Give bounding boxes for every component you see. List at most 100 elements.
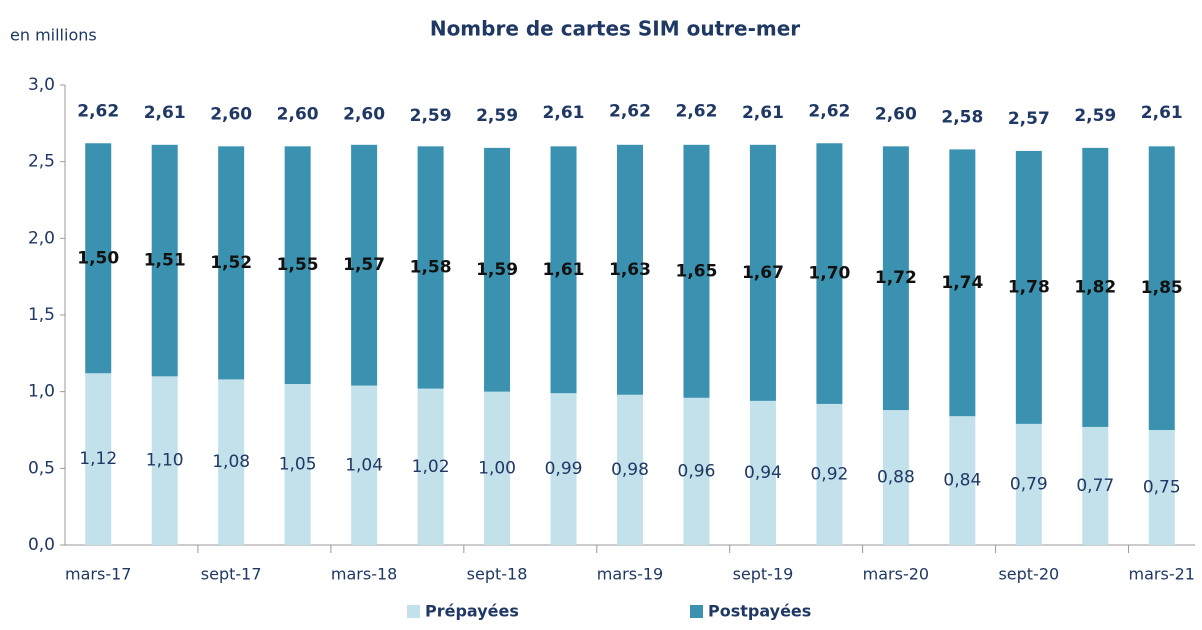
bar-segment: [484, 391, 511, 545]
data-label: 1,78: [1008, 277, 1050, 297]
bar-segment: [749, 400, 776, 545]
data-label: 1,52: [210, 253, 252, 273]
bar-segment: [816, 143, 843, 404]
bar-segment: [617, 394, 643, 545]
data-label: 1,65: [675, 261, 717, 281]
y-tick-label: 2,5: [28, 152, 55, 172]
x-tick-label: mars-18: [331, 565, 397, 584]
bar-segment: [417, 388, 444, 545]
data-label: 1,58: [410, 257, 452, 277]
bar-segment: [949, 149, 976, 417]
data-label: 0,75: [1143, 478, 1181, 498]
bar-segment: [617, 144, 643, 395]
bar-segment: [882, 410, 909, 545]
data-label: 0,92: [810, 464, 848, 484]
data-label: 1,70: [808, 264, 850, 284]
data-label: 1,57: [343, 255, 385, 275]
x-tick-label: mars-19: [597, 565, 663, 584]
data-label: 1,12: [79, 449, 117, 469]
bar-segment: [1015, 423, 1042, 545]
chart-title: Nombre de cartes SIM outre-mer: [430, 17, 800, 41]
data-label: 1,85: [1141, 278, 1183, 298]
total-label: 2,61: [543, 103, 585, 123]
bar-segment: [417, 146, 444, 389]
total-label: 2,60: [210, 104, 252, 124]
bar-segment: [85, 373, 112, 545]
bar-segment: [683, 144, 710, 398]
data-label: 0,79: [1010, 474, 1048, 494]
data-label: 0,99: [545, 459, 583, 479]
bar-segment: [85, 143, 112, 374]
total-label: 2,61: [742, 103, 784, 123]
y-tick-label: 1,5: [28, 305, 55, 325]
bar-segment: [218, 379, 245, 545]
bar-segment: [284, 146, 311, 384]
bar-segment: [1148, 430, 1175, 545]
y-tick-label: 2,0: [28, 228, 55, 248]
legend-label: Prépayées: [425, 602, 519, 621]
bar-segment: [218, 146, 245, 380]
total-label: 2,59: [1074, 106, 1116, 126]
bar-segment: [151, 144, 178, 377]
x-tick-label: sept-18: [467, 565, 528, 584]
y-tick-label: 0,5: [28, 458, 55, 478]
data-label: 1,72: [875, 268, 917, 288]
x-tick-label: mars-21: [1129, 565, 1195, 584]
bar-segment: [1082, 147, 1109, 427]
y-tick-label: 1,0: [28, 382, 55, 402]
bar-segment: [749, 144, 776, 401]
data-label: 1,05: [279, 455, 317, 475]
data-label: 1,51: [144, 251, 186, 271]
legend-label: Postpayées: [708, 602, 811, 621]
bar-segment: [284, 384, 311, 545]
total-label: 2,59: [476, 106, 518, 126]
bar-segment: [949, 416, 976, 545]
total-label: 2,61: [144, 103, 186, 123]
total-label: 2,61: [1141, 103, 1183, 123]
data-label: 0,96: [678, 461, 716, 481]
bar-segment: [484, 147, 511, 392]
y-tick-label: 3,0: [28, 75, 55, 95]
data-label: 1,59: [476, 260, 518, 280]
bar-segment: [351, 385, 378, 545]
bar-segment: [816, 403, 843, 545]
x-tick-label: mars-20: [863, 565, 929, 584]
y-axis-label: en millions: [10, 26, 97, 45]
data-label: 0,98: [611, 460, 649, 480]
bar-segment: [1148, 146, 1175, 431]
total-label: 2,57: [1008, 109, 1050, 129]
data-label: 1,63: [609, 260, 651, 280]
data-label: 1,08: [212, 452, 250, 472]
data-label: 1,55: [277, 255, 319, 275]
bar-segment: [151, 376, 178, 545]
total-label: 2,60: [875, 104, 917, 124]
data-label: 1,67: [742, 263, 784, 283]
bar-segment: [550, 393, 577, 545]
x-tick-label: mars-17: [65, 565, 131, 584]
legend-swatch: [690, 605, 703, 618]
total-label: 2,62: [675, 101, 717, 121]
bar-segment: [1082, 426, 1109, 545]
bar-segment: [1015, 150, 1042, 424]
x-tick-label: sept-20: [998, 565, 1059, 584]
data-label: 1,50: [77, 248, 119, 268]
y-tick-label: 0,0: [28, 535, 55, 555]
data-label: 1,82: [1074, 277, 1116, 297]
data-label: 0,77: [1076, 476, 1114, 496]
total-label: 2,62: [77, 101, 119, 121]
bar-segment: [683, 397, 710, 545]
data-label: 0,88: [877, 468, 915, 488]
total-label: 2,59: [410, 106, 452, 126]
data-label: 0,94: [744, 463, 782, 483]
total-label: 2,58: [941, 107, 983, 127]
bar-segment: [550, 146, 577, 394]
x-tick-label: sept-19: [733, 565, 794, 584]
data-label: 1,10: [146, 451, 184, 471]
total-label: 2,60: [277, 104, 319, 124]
total-label: 2,60: [343, 104, 385, 124]
data-label: 1,74: [941, 273, 983, 293]
bar-segment: [882, 146, 909, 411]
x-tick-label: sept-17: [201, 565, 262, 584]
total-label: 2,62: [808, 101, 850, 121]
